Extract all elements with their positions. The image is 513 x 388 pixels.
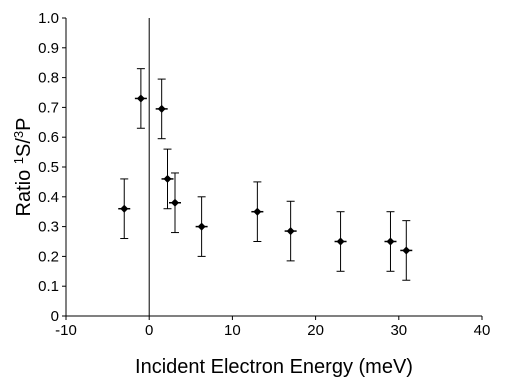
data-marker — [197, 222, 206, 231]
y-tick-label: 0.3 — [38, 219, 59, 236]
y-tick-label: 0.1 — [38, 278, 59, 295]
y-axis-title-sup2: 3 — [11, 131, 26, 138]
y-tick-label: 0.9 — [38, 40, 59, 57]
y-axis-title-suffix: P — [13, 118, 35, 131]
y-tick-label: 0.4 — [38, 189, 59, 206]
y-axis-title-mid: S/ — [13, 138, 35, 157]
x-tick-label: 30 — [390, 322, 407, 339]
y-tick-label: 0.7 — [38, 99, 59, 116]
y-axis-title: Ratio 1S/3P — [11, 118, 36, 217]
data-marker — [402, 246, 411, 255]
x-axis-title: Incident Electron Energy (meV) — [135, 356, 413, 378]
data-marker — [136, 94, 145, 103]
x-tick-label: -10 — [55, 322, 77, 339]
y-axis-title-sup1: 1 — [11, 157, 26, 164]
x-tick-label: 10 — [224, 322, 241, 339]
axes — [62, 17, 483, 320]
x-tick-label: 40 — [474, 322, 491, 339]
data-marker — [336, 237, 345, 246]
data-marker — [286, 227, 295, 236]
data-point — [195, 196, 208, 257]
x-tick-label: 20 — [307, 322, 324, 339]
data-point — [384, 211, 397, 272]
y-tick-label: 0.5 — [38, 159, 59, 176]
y-axis-title-prefix: Ratio — [13, 164, 35, 216]
y-tick-label: 0.6 — [38, 129, 59, 146]
tick-labels: 00.10.20.30.40.50.60.70.80.91.0-10 0 10 20 3… — [38, 10, 490, 339]
data-point — [168, 172, 181, 234]
y-tick-label: 0.2 — [38, 248, 59, 265]
data-point — [118, 178, 131, 240]
data-point — [251, 181, 264, 242]
data-marks — [118, 68, 413, 281]
data-point — [155, 78, 168, 140]
data-marker — [170, 198, 179, 207]
y-tick-label: 1.0 — [38, 10, 59, 27]
x-tick-label: 0 — [145, 322, 153, 339]
data-point — [284, 200, 297, 262]
data-point — [334, 211, 347, 272]
data-marker — [157, 104, 166, 113]
y-tick-label: 0.8 — [38, 70, 59, 87]
data-point — [161, 148, 174, 210]
data-point — [134, 68, 147, 129]
data-marker — [386, 237, 395, 246]
data-marker — [120, 204, 129, 213]
data-marker — [253, 207, 262, 216]
data-marker — [163, 174, 172, 183]
y-tick-label: 0 — [51, 308, 59, 325]
data-point — [400, 220, 413, 281]
